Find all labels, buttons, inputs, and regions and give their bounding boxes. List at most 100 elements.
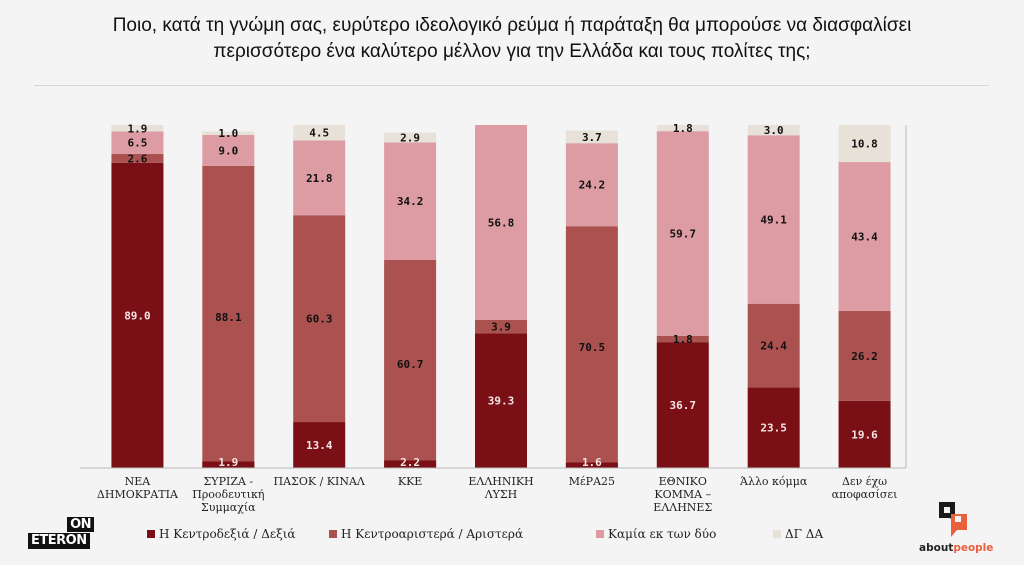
bar-segment-3-cat-8 bbox=[838, 125, 891, 163]
bars-layer bbox=[111, 125, 891, 469]
bar-segment-0-cat-8 bbox=[838, 400, 891, 468]
value-label-1-cat-3: 60.7 bbox=[397, 358, 424, 371]
bar-segment-3-cat-7 bbox=[747, 125, 800, 136]
category-label-1-line-1: Προοδευτική bbox=[192, 488, 264, 501]
value-label-1-cat-5: 70.5 bbox=[579, 341, 606, 354]
bar-segment-0-cat-6 bbox=[656, 342, 709, 468]
bar-segment-1-cat-0 bbox=[111, 153, 164, 163]
bar-segment-1-cat-1 bbox=[202, 165, 255, 468]
value-label-2-cat-4: 56.8 bbox=[488, 216, 515, 229]
legend-swatch-dk-na bbox=[773, 530, 781, 538]
category-label-1-line-0: ΣΥΡΙΖΑ - bbox=[204, 475, 254, 488]
value-label-1-cat-4: 3.9 bbox=[491, 321, 511, 334]
value-label-0-cat-2: 13.4 bbox=[306, 439, 333, 452]
legend-swatch-centre-left bbox=[329, 530, 337, 538]
speech-bubbles-icon bbox=[939, 502, 967, 537]
bar-segment-2-cat-4 bbox=[475, 125, 527, 320]
logo-on-text: ON bbox=[67, 517, 94, 532]
value-label-3-cat-1: 1.0 bbox=[218, 127, 238, 140]
value-label-0-cat-7: 23.5 bbox=[760, 422, 787, 435]
value-label-3-cat-3: 2.9 bbox=[400, 132, 420, 145]
bar-segment-2-cat-5 bbox=[565, 143, 618, 227]
legend-label: ΔΓ ΔΑ bbox=[785, 527, 824, 541]
bar-segment-2-cat-0 bbox=[111, 131, 164, 154]
bar-segment-3-cat-2 bbox=[293, 125, 346, 141]
value-label-2-cat-8: 43.4 bbox=[851, 230, 878, 243]
aboutpeople-wordmark: aboutpeople bbox=[919, 542, 993, 554]
value-label-1-cat-6: 1.8 bbox=[673, 333, 693, 346]
legend-label: Η Κεντροαριστερά / Αριστερά bbox=[341, 527, 524, 541]
wordmark-about: about bbox=[919, 542, 954, 554]
base-value-label-cat-3: 2.2 bbox=[400, 456, 420, 469]
value-label-1-cat-2: 60.3 bbox=[306, 313, 333, 326]
value-label-2-cat-7: 49.1 bbox=[760, 213, 787, 226]
bar-segment-1-cat-8 bbox=[838, 310, 891, 401]
value-label-2-cat-2: 21.8 bbox=[306, 172, 333, 185]
value-label-3-cat-7: 3.0 bbox=[764, 124, 784, 137]
logo-eteron-text: ETERON bbox=[28, 533, 90, 549]
category-label-6-line-2: ΕΛΛΗΝΕΣ bbox=[653, 501, 712, 514]
category-label-4-line-0: ΕΛΛΗΝΙΚΗ bbox=[468, 475, 533, 488]
bar-segment-0-cat-0 bbox=[111, 162, 164, 469]
value-label-3-cat-5: 3.7 bbox=[582, 131, 602, 144]
value-label-3-cat-0: 1.9 bbox=[128, 122, 148, 135]
category-label-6-line-0: ΕΘΝΙΚΟ bbox=[659, 475, 707, 488]
bar-segment-2-cat-6 bbox=[656, 131, 709, 336]
bar-base-segment-cat-3 bbox=[384, 460, 437, 468]
bar-segment-3-cat-3 bbox=[384, 132, 437, 143]
bar-segment-1-cat-4 bbox=[475, 319, 527, 334]
value-label-1-cat-8: 26.2 bbox=[851, 350, 878, 363]
value-labels-layer: 89.0 2.6 6.5 1.9 88.1 9.0 1.0 13.4 60.3 21.8 4.5 60… bbox=[124, 122, 878, 469]
bar-segment-1-cat-7 bbox=[747, 303, 800, 388]
bar-segment-3-cat-0 bbox=[111, 125, 164, 132]
base-value-label-cat-1: 1.9 bbox=[218, 456, 238, 469]
bar-segment-2-cat-2 bbox=[293, 140, 346, 216]
value-label-0-cat-8: 19.6 bbox=[851, 428, 878, 441]
chart-title-line-1: Ποιο, κατά τη γνώμη σας, ευρύτερο ιδεολο… bbox=[112, 15, 912, 36]
category-label-6-line-1: ΚΟΜΜΑ – bbox=[654, 488, 711, 501]
category-label-1-line-2: Συμμαχία bbox=[201, 501, 256, 514]
legend-item-dk-na: ΔΓ ΔΑ bbox=[773, 527, 823, 541]
bar-segment-3-cat-1 bbox=[202, 131, 255, 135]
wordmark-people: people bbox=[953, 542, 994, 554]
category-label-0-line-0: ΝΕΑ bbox=[125, 475, 152, 488]
bar-segment-0-cat-2 bbox=[293, 422, 346, 468]
title-divider bbox=[34, 85, 989, 86]
chart-title-line-2: περισσότερο ένα καλύτερο μέλλον για την … bbox=[213, 41, 811, 62]
bar-base-segment-cat-5 bbox=[565, 462, 618, 468]
value-label-0-cat-6: 36.7 bbox=[670, 399, 697, 412]
legend: Η Κεντροδεξιά / Δεξιά Η Κεντροαριστερά /… bbox=[0, 527, 1024, 547]
bar-segment-2-cat-1 bbox=[202, 134, 255, 166]
legend-swatch-neither bbox=[596, 530, 604, 538]
bar-base-segment-cat-1 bbox=[202, 461, 255, 468]
bar-segment-2-cat-7 bbox=[747, 135, 800, 304]
value-label-2-cat-1: 9.0 bbox=[218, 144, 238, 157]
value-label-2-cat-0: 6.5 bbox=[128, 137, 148, 150]
category-label-3-line-0: ΚΚΕ bbox=[398, 475, 422, 488]
bar-segment-1-cat-6 bbox=[656, 335, 709, 343]
chart-title: Ποιο, κατά τη γνώμη σας, ευρύτερο ιδεολο… bbox=[0, 13, 1024, 65]
value-label-0-cat-0: 89.0 bbox=[124, 309, 151, 322]
bar-segment-0-cat-4 bbox=[475, 333, 527, 468]
category-label-7-line-0: Άλλο κόμμα bbox=[739, 475, 808, 488]
value-label-2-cat-6: 59.7 bbox=[670, 228, 697, 241]
bar-segment-3-cat-6 bbox=[656, 125, 709, 132]
bar-segment-0-cat-7 bbox=[747, 387, 800, 468]
bar-segment-3-cat-5 bbox=[565, 130, 618, 144]
category-label-5-line-0: ΜέΡΑ25 bbox=[569, 475, 615, 488]
category-label-2-line-0: ΠΑΣΟΚ / ΚΙΝΑΛ bbox=[274, 475, 366, 488]
legend-item-centre-left: Η Κεντροαριστερά / Αριστερά bbox=[329, 527, 523, 541]
legend-item-centre-right: Η Κεντροδεξιά / Δεξιά bbox=[147, 527, 296, 541]
bar-segment-1-cat-2 bbox=[293, 215, 346, 423]
legend-item-neither: Καμία εκ των δύο bbox=[596, 527, 716, 541]
bar-segment-2-cat-3 bbox=[384, 142, 437, 260]
value-label-1-cat-7: 24.4 bbox=[760, 340, 787, 353]
bar-segment-2-cat-8 bbox=[838, 162, 891, 311]
value-label-3-cat-8: 10.8 bbox=[851, 138, 878, 151]
category-label-8-line-0: Δεν έχω bbox=[842, 475, 887, 488]
category-label-0-line-1: ΔΗΜΟΚΡΑΤΙΑ bbox=[97, 488, 179, 501]
value-label-1-cat-0: 2.6 bbox=[128, 152, 148, 165]
category-label-8-line-1: αποφασίσει bbox=[832, 488, 898, 501]
